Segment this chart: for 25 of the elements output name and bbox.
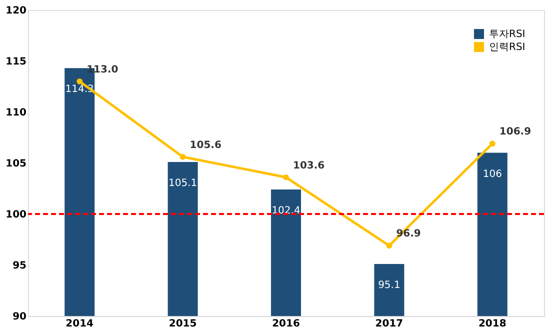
legend-label: 인력RSI bbox=[489, 42, 526, 53]
data-label: 105.6 bbox=[190, 140, 222, 151]
y-tick-label: 105 bbox=[6, 158, 27, 170]
y-tick-label: 95 bbox=[12, 260, 27, 272]
point bbox=[283, 174, 289, 180]
legend-label: 투자RSI bbox=[489, 29, 526, 40]
point bbox=[180, 154, 186, 160]
y-tick-label: 100 bbox=[6, 210, 27, 220]
y-tick-label: 110 bbox=[6, 108, 27, 118]
x-tick-label: 2015 bbox=[168, 318, 197, 330]
point bbox=[386, 242, 392, 249]
y-tick-label: 120 bbox=[6, 6, 27, 16]
data-label: 105.1 bbox=[168, 178, 198, 189]
y-tick-label: 90 bbox=[12, 312, 27, 322]
y-tick-label: 115 bbox=[6, 56, 27, 68]
x-tick-label: 2014 bbox=[66, 318, 94, 330]
data-label: 95.1 bbox=[378, 280, 400, 291]
point bbox=[76, 78, 83, 84]
x-tick-label: 2018 bbox=[478, 318, 506, 330]
data-label: 103.6 bbox=[293, 160, 325, 172]
data-label: 106 bbox=[482, 168, 502, 180]
data-label: 106.9 bbox=[499, 126, 532, 138]
x-tick-label: 2016 bbox=[272, 318, 300, 330]
x-tick-label: 2017 bbox=[375, 318, 404, 330]
point bbox=[489, 140, 496, 147]
